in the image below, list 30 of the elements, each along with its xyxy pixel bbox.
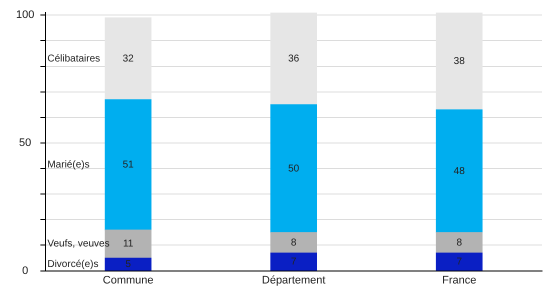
data-label: 32 [122,53,134,64]
data-label: 51 [122,159,134,170]
y-tick-label: 0 [22,264,28,277]
x-tick-label: France [442,274,476,286]
data-label: 50 [288,163,300,174]
bar [104,99,152,230]
data-label: 8 [456,237,462,248]
data-label: 11 [122,238,134,250]
bar [270,232,318,254]
data-label: 38 [454,56,466,67]
data-label: 7 [456,256,462,268]
y-tick-label: 100 [16,9,34,22]
x-tick-label: Commune [102,274,154,286]
y-tick-label: 50 [19,137,32,150]
data-label: 8 [290,237,297,248]
series-label: Marié(e)s [47,159,90,170]
bar [436,109,483,233]
data-label: 7 [290,256,297,268]
bar [270,104,318,233]
series-label: Célibataires [47,53,100,64]
data-label: 48 [454,166,466,177]
data-label: 5 [125,258,132,270]
bar [436,252,483,271]
data-label: 36 [288,53,300,64]
bar [104,258,152,271]
bar [270,252,318,271]
bar [436,232,483,254]
series-label: Veufs, veuves [47,238,110,250]
x-tick-label: Département [262,274,326,286]
series-label: Divorcé(e)s [47,258,98,270]
